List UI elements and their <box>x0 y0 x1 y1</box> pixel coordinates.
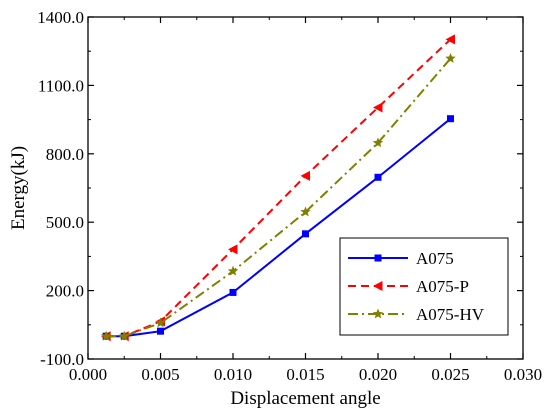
x-tick-label: 0.025 <box>431 365 469 384</box>
data-point <box>445 34 455 45</box>
data-point <box>302 230 309 238</box>
data-point <box>155 317 166 328</box>
data-point <box>228 244 238 255</box>
y-tick-label: 500.0 <box>46 213 84 232</box>
data-point <box>227 265 239 276</box>
legend-swatch-marker <box>372 308 384 319</box>
x-tick-label: 0.015 <box>286 365 324 384</box>
data-point <box>119 330 130 341</box>
data-point <box>100 330 112 341</box>
y-tick-label: 200.0 <box>46 282 84 301</box>
x-tick-label: 0.030 <box>504 365 542 384</box>
legend-label: A075-HV <box>416 305 485 324</box>
y-tick-label: 800.0 <box>46 145 84 164</box>
y-tick-label: 1100.0 <box>38 76 84 95</box>
axes: 0.000 0.005 0.010 0.015 0.020 0.025 0.030 -100.… <box>37 8 542 384</box>
legend-label: A075-P <box>416 277 469 296</box>
data-point <box>447 115 454 123</box>
x-tick-label: 0.020 <box>359 365 397 384</box>
data-point <box>374 173 382 181</box>
y-axis-title: Energy(kJ) <box>8 146 29 230</box>
data-point <box>372 137 384 148</box>
plot-area <box>100 34 456 342</box>
data-point <box>229 288 237 296</box>
legend-swatch-marker <box>374 254 382 262</box>
data-point <box>300 170 310 181</box>
legend-swatch-marker <box>373 281 383 291</box>
legend: A075 A075-P A075-HV <box>339 237 509 336</box>
legend-label: A075 <box>416 249 454 268</box>
data-point <box>157 327 164 335</box>
data-point <box>373 102 383 113</box>
x-tick-label: 0.000 <box>69 365 107 384</box>
x-axis-title: Displacement angle <box>230 388 380 409</box>
data-point <box>300 206 311 217</box>
y-tick-label: -100.0 <box>40 350 84 369</box>
x-tick-label: 0.005 <box>141 365 179 384</box>
y-tick-label: 1400.0 <box>37 8 84 27</box>
x-tick-label: 0.010 <box>214 365 252 384</box>
data-point <box>445 53 456 63</box>
